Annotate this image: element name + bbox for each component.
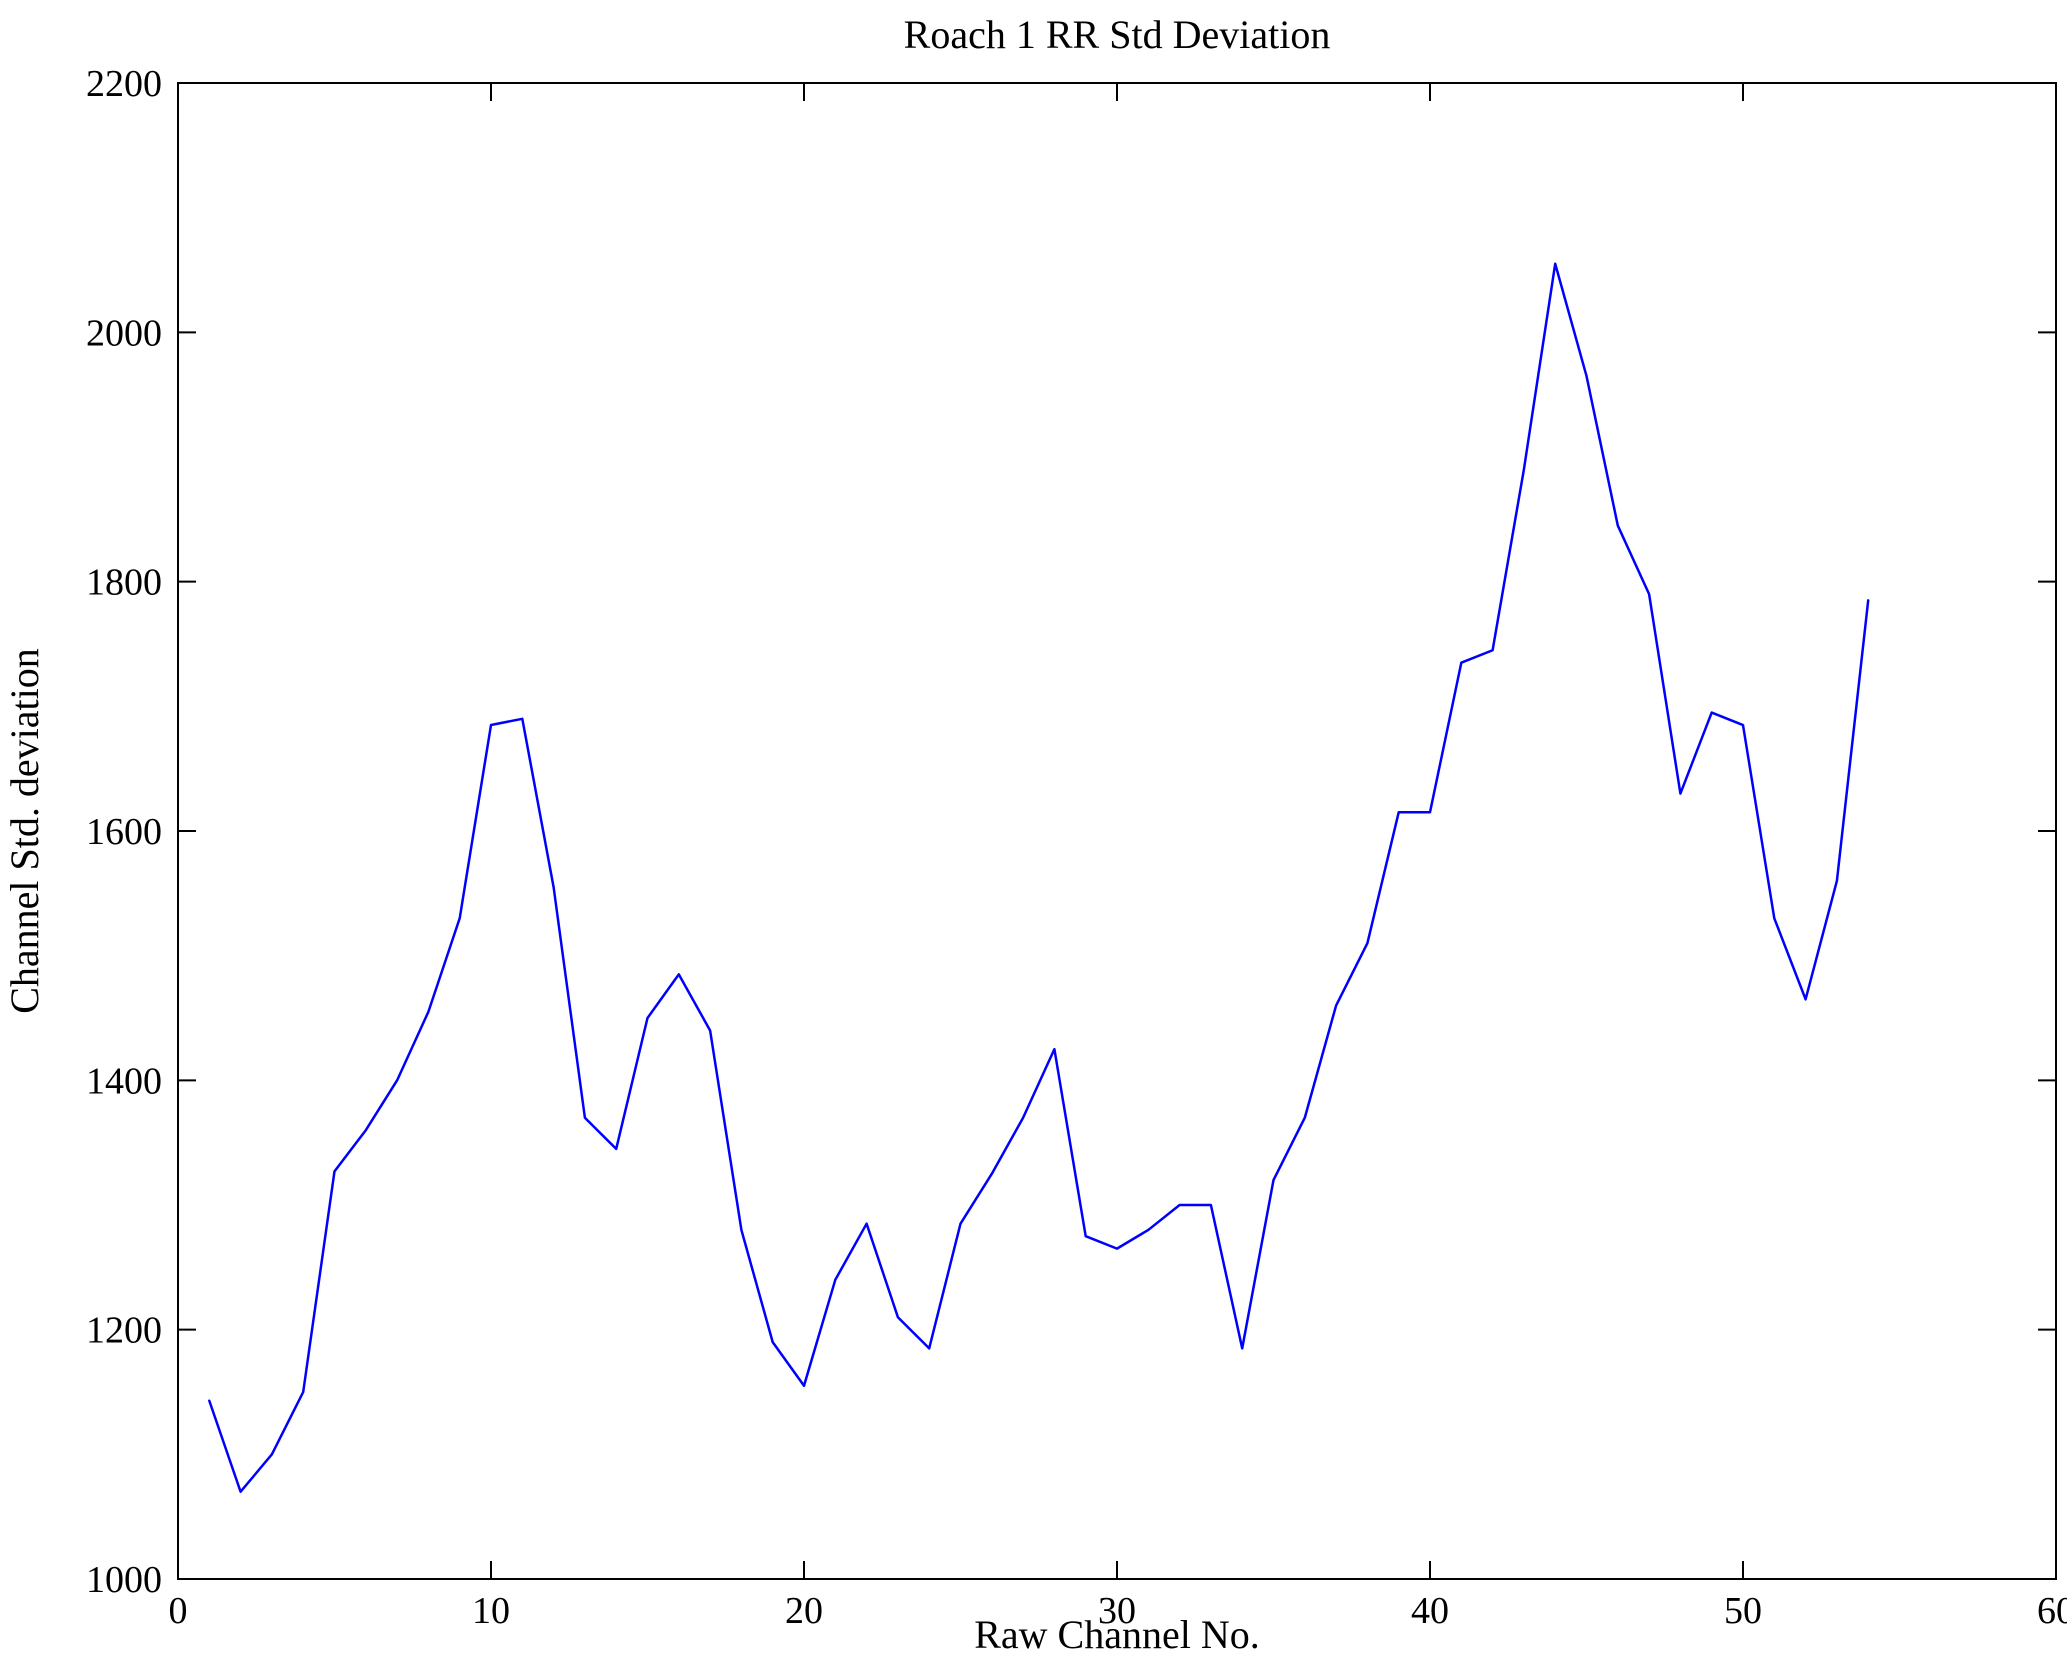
y-tick-label: 1600 <box>86 811 162 853</box>
x-tick-label: 10 <box>472 1590 510 1632</box>
series-line <box>208 262 1870 1493</box>
y-tick-label: 1800 <box>86 562 162 604</box>
y-tick-label: 1400 <box>86 1060 162 1102</box>
axis-box <box>177 82 2057 1580</box>
x-tick-label: 30 <box>1098 1590 1136 1632</box>
x-tick-label: 20 <box>785 1590 823 1632</box>
y-tick-label: 1200 <box>86 1310 162 1352</box>
x-tick-label: 50 <box>1724 1590 1762 1632</box>
data-series <box>208 262 1870 1493</box>
axes: 0 10 20 30 40 50 60 1000 1200 1400 1600 1800 2000 220… <box>86 63 2067 1632</box>
x-tick-label: 0 <box>169 1590 188 1632</box>
x-tick-label: 40 <box>1411 1590 1449 1632</box>
y-tick-label: 2000 <box>86 312 162 354</box>
y-tick-label: 2200 <box>86 63 162 105</box>
x-axis-label: Raw Channel No. <box>974 1612 1260 1657</box>
y-axis-label: Channel Std. deviation <box>2 648 47 1014</box>
y-tick-label: 1000 <box>86 1559 162 1601</box>
chart-title: Roach 1 RR Std Deviation <box>904 12 1331 57</box>
x-tick-label: 60 <box>2037 1590 2067 1632</box>
